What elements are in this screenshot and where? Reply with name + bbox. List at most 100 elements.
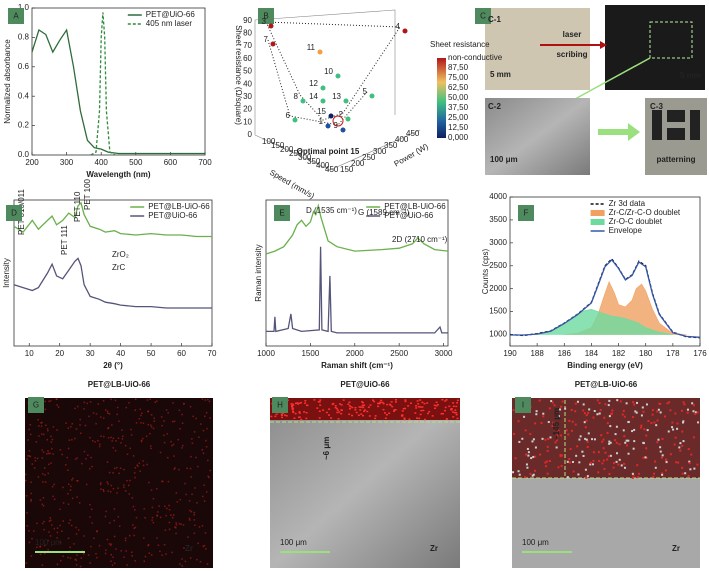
zr-dot [335,407,338,410]
zr-dot [408,418,411,421]
b-point [317,49,323,55]
x-tick-label: 150 [271,141,285,150]
zr-dot [56,531,59,534]
zr-dot [672,428,675,431]
zr-dot [48,520,51,522]
zr-dot [621,413,624,416]
zr-dot [585,438,588,441]
zr-dot [26,458,28,460]
zr-dot [454,409,457,411]
zr-dot [525,453,528,456]
zr-dot [76,554,78,556]
zr-dot [89,503,91,506]
zr-dot [532,455,535,458]
zr-dot [157,544,160,547]
zr-dot [625,439,628,442]
zr-dot [191,493,193,495]
zr-dot [140,421,142,424]
c-label: 100 μm [490,155,518,164]
c-label: 5 mm [490,70,511,79]
zr-dot [591,463,594,466]
legend-label: PET@UiO-66 [384,211,434,220]
zr-dot [128,484,130,487]
zr-dot [206,563,209,565]
zr-dot [29,455,32,458]
zr-dot [632,447,635,450]
zr-dot [681,466,684,469]
b-point-label: 14 [309,92,318,101]
zr-dot [627,420,630,423]
zr-dot [201,398,204,400]
zr-dot [554,441,557,444]
zr-dot [208,400,211,403]
zr-dot [178,409,181,412]
zr-dot [650,422,653,425]
zr-dot [151,506,154,509]
zr-dot [361,404,364,407]
zr-dot [161,554,163,557]
zr-dot [95,413,98,415]
zr-dot [172,443,175,446]
z-tick-label: 60 [243,54,252,63]
zr-dot [642,456,645,459]
zr-dot [110,543,113,545]
zr-dot [163,441,166,444]
zr-dot [209,417,211,419]
x-tick-label: 20 [55,349,64,358]
zr-dot [68,483,70,486]
panel-letter: C [480,12,486,21]
colorbar-title: Sheet resistance [430,40,490,49]
y-tick-label: 1500 [489,307,507,316]
zr-dot [36,546,38,548]
zr-dot [51,485,54,488]
zr-dot [673,443,676,446]
zr-dot [435,405,438,407]
zr-dot [283,414,286,416]
zr-dot [442,412,445,415]
b-point [320,98,326,104]
photo-c1 [485,8,590,90]
zr-dot [404,399,407,401]
zr-dot [132,524,134,526]
zr-dot [100,416,102,418]
zr-dot [144,517,146,519]
zr-dot [129,447,131,450]
x-tick-label: 700 [198,158,212,167]
zr-dot [69,557,72,559]
zr-dot [194,524,196,527]
zr-dot [539,453,542,456]
zr-dot [355,411,358,414]
zr-dot [88,415,90,418]
zr-dot [123,484,125,486]
zr-dot [677,461,680,464]
y-tick-label: 0.6 [18,62,30,71]
zr-dot [337,418,340,420]
zr-dot [34,457,36,459]
zr-dot [44,408,47,411]
zr-dot [197,465,199,468]
x-tick-label: 186 [558,349,572,358]
zr-dot [550,400,553,403]
zr-dot [134,398,137,401]
zr-dot [45,453,48,455]
zr-dot [394,409,397,411]
x-tick-label: 500 [129,158,143,167]
y-axis-label: Power (W) [393,142,431,169]
zr-dot [542,412,545,415]
zr-dot [194,487,196,489]
zr-dot [154,401,157,404]
x-tick-label: 400 [95,158,109,167]
zr-dot [67,469,69,471]
zr-dot [360,406,363,408]
zr-dot [609,425,612,428]
zr-dot [328,408,331,410]
zr-dot [166,433,168,435]
zr-dot [25,562,28,564]
zr-dot [615,425,618,428]
zr-dot [523,415,526,418]
zr-dot [104,409,107,411]
zr-dot [347,403,350,406]
zr-dot [380,399,383,402]
zr-dot [598,402,601,405]
zr-dot [281,416,284,419]
